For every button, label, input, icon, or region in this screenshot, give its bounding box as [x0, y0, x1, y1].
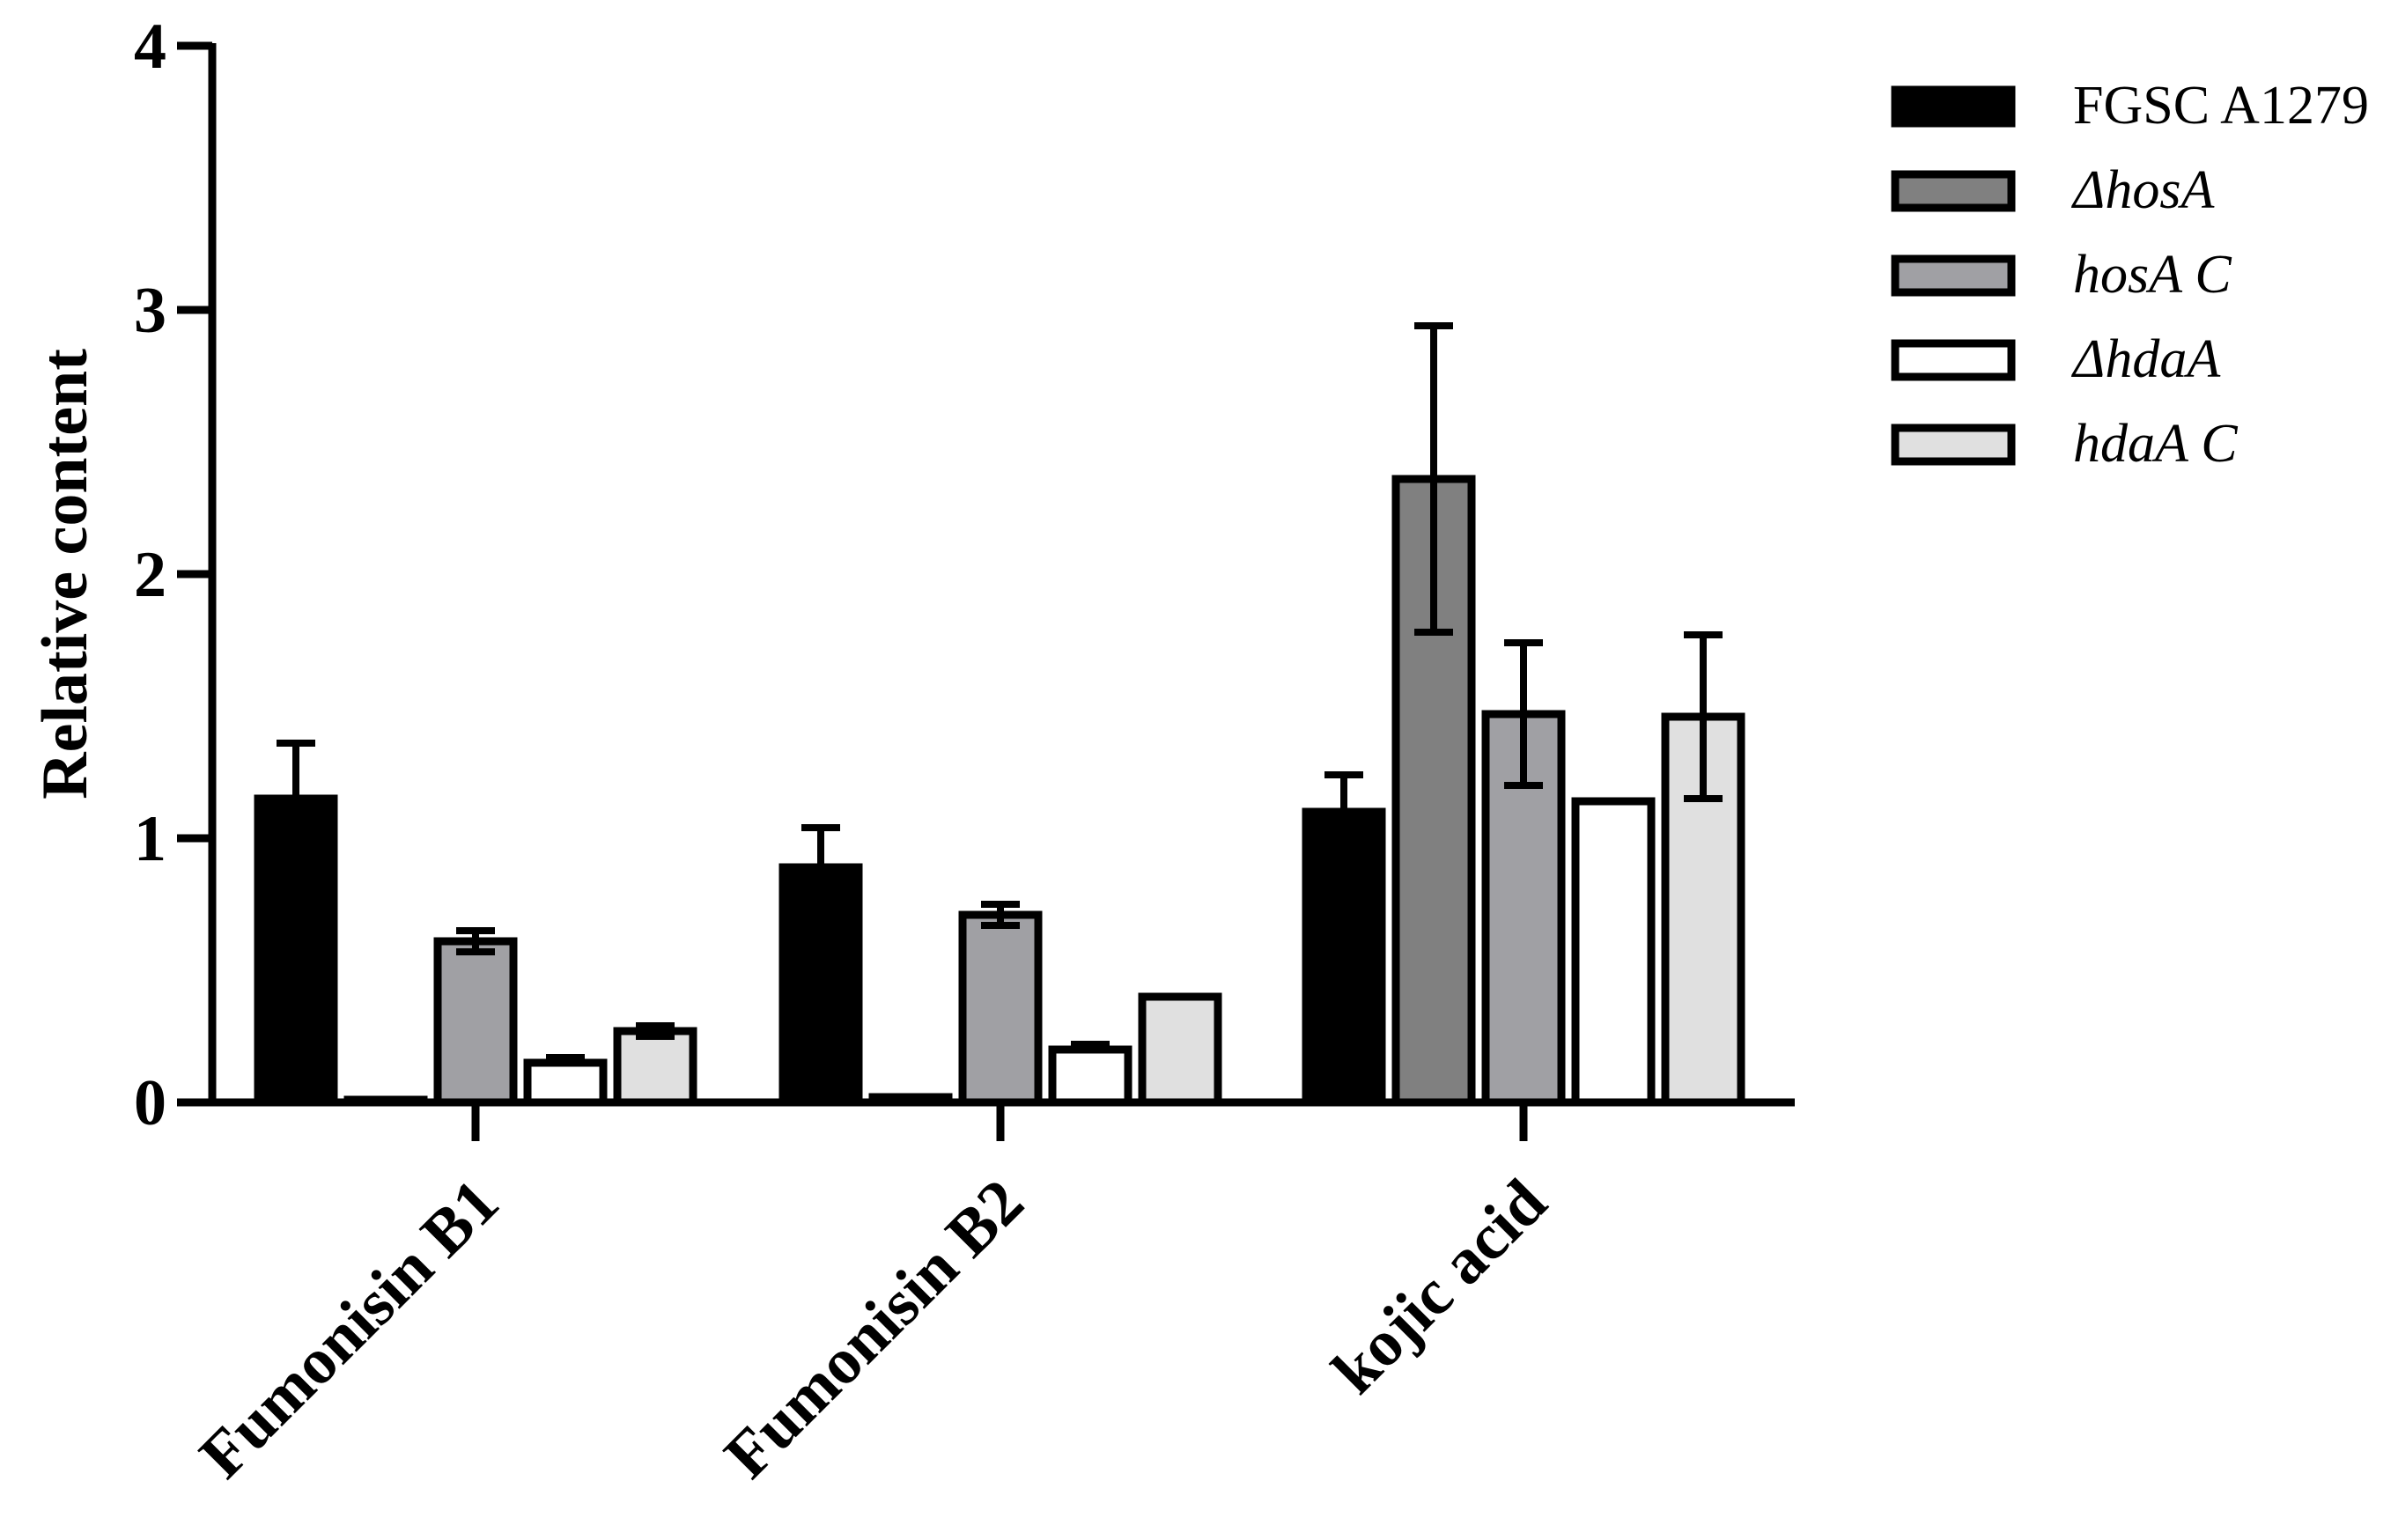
- category-label: kojic acid: [1318, 1166, 1561, 1408]
- bar: [613, 1027, 697, 1107]
- y-tick-label: 2: [134, 539, 166, 611]
- category-label: Fumonisin B2: [711, 1166, 1037, 1492]
- legend-label: hosA C: [2073, 245, 2232, 305]
- bar: [1138, 992, 1222, 1107]
- legend-swatch: [1891, 424, 2016, 466]
- bar: [958, 910, 1043, 1107]
- bar: [778, 863, 863, 1107]
- plot-area: [254, 322, 1745, 1107]
- legend: FGSC A1279 ΔhosA hosA C ΔhdaA hdaA C: [1891, 76, 2369, 474]
- legend-label: hdaA C: [2073, 414, 2238, 474]
- bar: [523, 1058, 608, 1107]
- legend-label: ΔhosA: [2070, 160, 2216, 220]
- legend-label: FGSC A1279: [2073, 76, 2369, 136]
- y-tick-label: 0: [134, 1067, 166, 1139]
- bar: [1302, 807, 1386, 1107]
- legend-label: ΔhdaA: [2070, 329, 2221, 389]
- legend-swatch: [1891, 170, 2016, 212]
- legend-swatch: [1891, 254, 2016, 297]
- y-tick-label: 3: [134, 275, 166, 347]
- x-axis: Fumonisin B1 Fumonisin B2 kojic acid: [186, 1098, 1795, 1492]
- y-tick-label: 4: [134, 11, 166, 83]
- y-axis-title: Relative content: [29, 349, 101, 799]
- category-label: Fumonisin B1: [186, 1166, 513, 1492]
- bar: [1571, 797, 1656, 1107]
- bar: [433, 937, 518, 1107]
- bar: [1048, 1045, 1133, 1107]
- legend-swatch: [1891, 85, 2016, 128]
- bar: [254, 794, 338, 1107]
- y-axis: 0 1 2 3 4: [134, 11, 217, 1139]
- y-tick-label: 1: [134, 803, 166, 875]
- legend-swatch: [1891, 339, 2016, 381]
